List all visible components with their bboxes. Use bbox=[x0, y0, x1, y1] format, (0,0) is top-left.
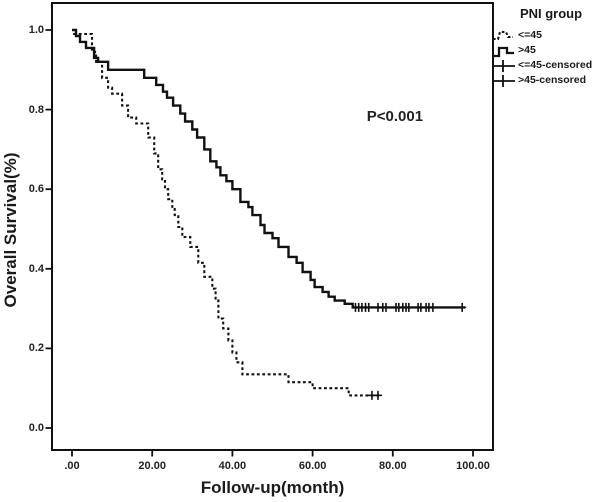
p-value-annotation: P<0.001 bbox=[366, 107, 424, 125]
y-tick-label: 0.4 bbox=[28, 262, 44, 275]
plot-border bbox=[51, 2, 494, 451]
y-tick-label: 0.6 bbox=[28, 183, 44, 196]
legend-label-le45-censored: <=45-censored bbox=[518, 58, 593, 71]
y-tick-label: 0.0 bbox=[28, 422, 44, 434]
y-axis-title: Overall Survival(%) bbox=[1, 152, 20, 308]
legend-item-gt45: >45 bbox=[492, 42, 600, 57]
dashed-line-sample-icon bbox=[493, 30, 513, 40]
legend-label-le45: <=45 bbox=[518, 28, 542, 41]
legend-title: PNI group bbox=[519, 6, 583, 21]
x-axis-title: Follow-up(month) bbox=[200, 478, 345, 497]
plus-marker-sample-icon bbox=[493, 74, 515, 87]
legend-item-le45: <=45 bbox=[492, 27, 600, 42]
legend-label-gt45-censored: >45-censored bbox=[518, 73, 586, 86]
x-tick-label: 20.00 bbox=[138, 460, 166, 472]
x-tick-label: 60.00 bbox=[298, 460, 327, 472]
y-tick-label: 1.0 bbox=[28, 24, 44, 36]
x-tick-label: 100.00 bbox=[456, 460, 490, 472]
y-tick-label: 0.2 bbox=[28, 342, 44, 355]
survival-curve-gt45 bbox=[72, 28, 465, 309]
x-tick-label: 80.00 bbox=[379, 460, 407, 472]
y-tick-label: 0.8 bbox=[28, 103, 44, 116]
solid-line-sample-icon bbox=[493, 46, 514, 57]
legend-item-le45-censored: <=45-censored bbox=[492, 57, 600, 72]
plus-marker-sample-icon bbox=[493, 59, 515, 72]
survival-curve-le45 bbox=[72, 28, 381, 397]
legend-item-gt45-censored: >45-censored bbox=[492, 72, 600, 87]
x-tick-label: .00 bbox=[64, 460, 80, 472]
legend-label-gt45: >45 bbox=[518, 43, 536, 56]
legend: PNI group <=45 >45 <=45-censored >45-cen… bbox=[492, 6, 600, 87]
x-tick-label: 40.00 bbox=[218, 460, 247, 472]
